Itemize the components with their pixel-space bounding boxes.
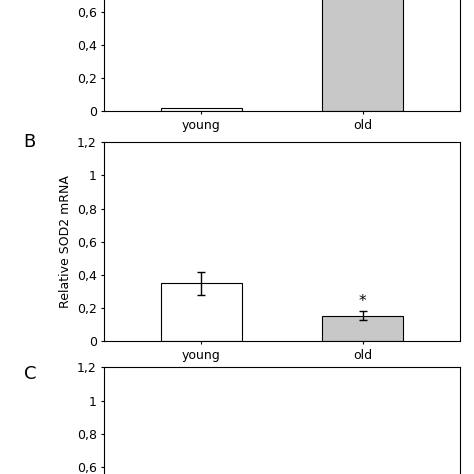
Bar [322, 316, 403, 341]
Y-axis label: Relative SOD2 mRNA: Relative SOD2 mRNA [59, 175, 73, 308]
Bar [322, 0, 403, 111]
Text: C: C [24, 365, 36, 383]
Bar [161, 283, 242, 341]
Text: B: B [24, 133, 36, 151]
Text: *: * [359, 294, 366, 309]
Bar [161, 108, 242, 111]
